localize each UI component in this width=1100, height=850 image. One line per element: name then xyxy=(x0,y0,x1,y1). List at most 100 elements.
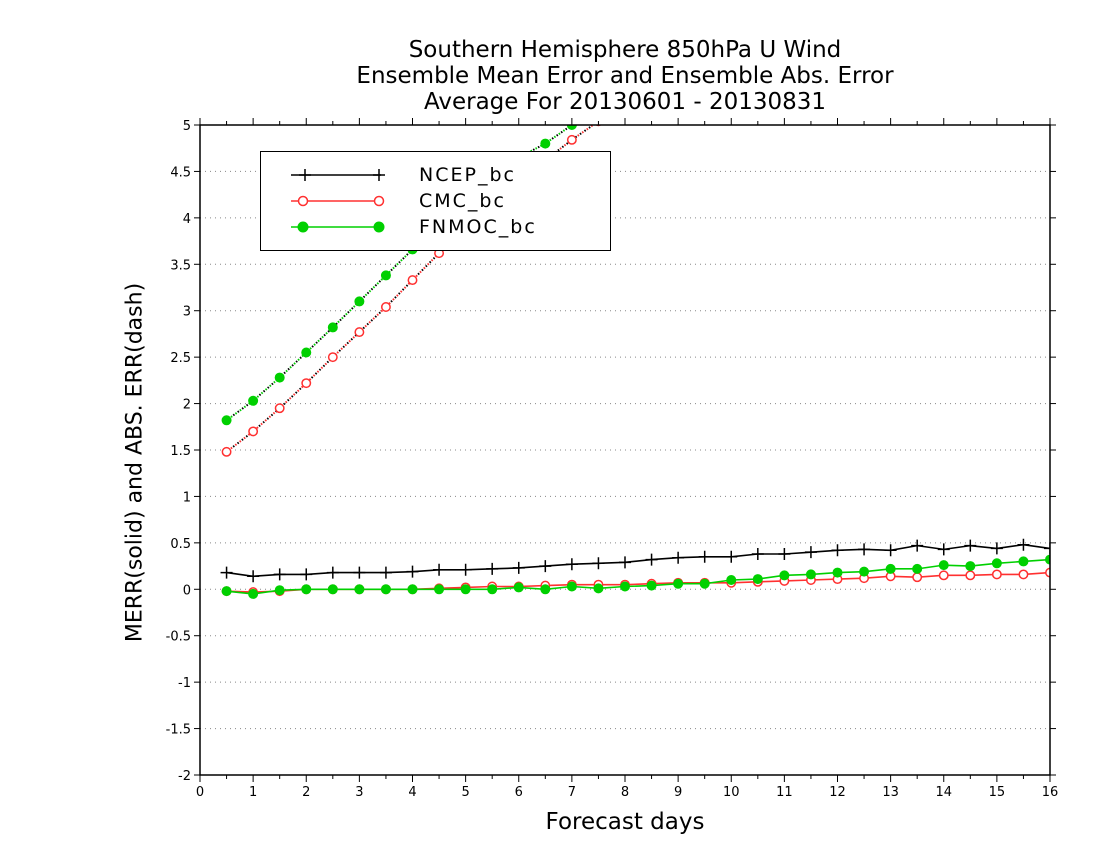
data-point-fnmoc-bc-mean-error xyxy=(380,584,391,595)
chart-title-line-1: Southern Hemisphere 850hPa U Wind xyxy=(408,37,842,63)
y-tick-label: 5 xyxy=(183,119,191,134)
data-point-ncep-bc-mean-error xyxy=(645,553,658,566)
data-point-cmc-bc-abs-error xyxy=(274,403,285,414)
chart-title-line-2: Ensemble Mean Error and Ensemble Abs. Er… xyxy=(356,63,894,89)
x-tick-label: 13 xyxy=(882,785,899,800)
series-fnmoc-bc-mean-error xyxy=(221,554,1050,599)
data-point-ncep-bc-mean-error xyxy=(247,570,260,583)
x-axis-ticks: 0 1 2 3 4 5 6 7 8 9 10 11 12 13 14 15 16 xyxy=(196,118,1058,800)
data-point-fnmoc-bc-mean-error xyxy=(938,560,949,571)
data-point-fnmoc-bc-mean-error xyxy=(593,583,604,594)
y-tick-label: 2 xyxy=(183,398,191,413)
y-tick-label: -0.5 xyxy=(166,630,191,645)
y-tick-label: 2.5 xyxy=(170,351,191,366)
data-point-ncep-bc-mean-error xyxy=(486,562,499,575)
data-point-ncep-bc-mean-error xyxy=(433,563,446,576)
legend: NCEP_bc CMC_bc FNMOC_bc xyxy=(260,151,611,251)
data-point-fnmoc-bc-mean-error xyxy=(274,585,285,596)
data-point-ncep-bc-mean-error xyxy=(884,544,897,557)
data-point-fnmoc-bc-mean-error xyxy=(540,584,551,595)
x-tick-label: 3 xyxy=(355,785,363,800)
data-point-ncep-bc-mean-error xyxy=(725,550,738,563)
legend-swatch-ncep xyxy=(291,169,385,181)
data-point-ncep-bc-mean-error xyxy=(220,566,233,579)
data-point-fnmoc-bc-mean-error xyxy=(248,588,259,599)
data-point-fnmoc-bc-mean-error xyxy=(434,584,445,595)
x-tick-label: 2 xyxy=(302,785,310,800)
x-tick-label: 1 xyxy=(249,785,257,800)
data-point-cmc-bc-abs-error xyxy=(380,302,391,312)
data-point-ncep-bc-mean-error xyxy=(353,566,366,579)
y-axis-ticks: -2 -1.5 -1 -0.5 0 0.5 1 1.5 2 2.5 3 3.5 4 4.5 5 xyxy=(166,119,1056,784)
data-point-ncep-bc-mean-error xyxy=(804,546,817,559)
data-point-fnmoc-bc-abs-error xyxy=(248,395,259,406)
data-point-fnmoc-bc-abs-error xyxy=(327,322,338,333)
data-point-fnmoc-bc-abs-error xyxy=(354,296,365,307)
legend-label-cmc: CMC_bc xyxy=(419,190,506,212)
data-point-fnmoc-bc-mean-error xyxy=(566,581,577,592)
x-tick-label: 11 xyxy=(776,785,793,800)
data-point-ncep-bc-mean-error xyxy=(1044,542,1050,555)
y-tick-label: 0.5 xyxy=(170,537,191,552)
data-point-ncep-bc-mean-error xyxy=(990,542,1003,555)
data-point-fnmoc-bc-mean-error xyxy=(487,584,498,595)
data-point-fnmoc-bc-mean-error xyxy=(752,574,763,585)
x-tick-label: 0 xyxy=(196,785,204,800)
y-tick-label: 3 xyxy=(183,305,191,320)
data-point-cmc-bc-mean-error xyxy=(991,569,1002,580)
data-point-fnmoc-bc-mean-error xyxy=(1018,556,1029,567)
data-point-fnmoc-bc-mean-error xyxy=(301,584,312,595)
data-point-ncep-bc-mean-error xyxy=(698,550,711,563)
y-axis-label: MERR(solid) and ABS. ERR(dash) xyxy=(122,282,148,643)
series-line-fnmoc-bc-abs-error xyxy=(225,125,574,422)
data-point-cmc-bc-mean-error xyxy=(1045,567,1050,578)
data-point-ncep-bc-mean-error xyxy=(672,551,685,564)
data-point-fnmoc-bc-abs-error xyxy=(540,138,551,149)
data-point-ncep-bc-mean-error xyxy=(858,543,871,556)
y-tick-label: 0 xyxy=(183,583,191,598)
y-tick-label: 4.5 xyxy=(170,165,191,180)
data-point-ncep-bc-mean-error xyxy=(592,557,605,570)
data-point-ncep-bc-mean-error xyxy=(619,556,631,569)
data-point-cmc-bc-mean-error xyxy=(1018,569,1029,580)
data-point-fnmoc-bc-mean-error xyxy=(859,566,870,577)
data-point-ncep-bc-mean-error xyxy=(778,548,791,560)
data-point-fnmoc-bc-mean-error xyxy=(221,586,232,597)
series-line-fnmoc-bc-abs-error-dots xyxy=(225,125,574,422)
data-point-fnmoc-bc-abs-error xyxy=(221,415,232,426)
data-point-fnmoc-bc-mean-error xyxy=(912,563,923,574)
data-point-cmc-bc-abs-error xyxy=(407,275,418,286)
data-point-fnmoc-bc-mean-error xyxy=(354,584,365,595)
data-point-fnmoc-bc-mean-error xyxy=(726,575,737,585)
data-point-cmc-bc-abs-error xyxy=(221,446,232,457)
y-tick-label: -1 xyxy=(178,676,191,691)
y-tick-label: 3.5 xyxy=(170,258,191,273)
data-point-cmc-bc-abs-error xyxy=(301,378,312,389)
grid-lines xyxy=(200,170,1050,730)
legend-label-ncep: NCEP_bc xyxy=(419,164,516,186)
data-point-fnmoc-bc-mean-error xyxy=(513,582,524,593)
data-point-cmc-bc-abs-error xyxy=(354,327,365,338)
data-point-cmc-bc-mean-error xyxy=(938,570,949,581)
x-tick-label: 6 xyxy=(515,785,523,800)
data-point-fnmoc-bc-abs-error xyxy=(301,347,312,358)
data-point-ncep-bc-mean-error xyxy=(911,539,924,552)
data-point-ncep-bc-mean-error xyxy=(1017,538,1030,551)
legend-swatch-cmc xyxy=(291,195,385,207)
data-point-ncep-bc-mean-error xyxy=(565,558,578,571)
legend-entry-cmc: CMC_bc xyxy=(261,188,610,214)
data-point-fnmoc-bc-mean-error xyxy=(991,558,1002,569)
data-point-fnmoc-bc-mean-error xyxy=(805,569,816,580)
x-tick-label: 5 xyxy=(461,785,469,800)
legend-entry-fnmoc: FNMOC_bc xyxy=(261,214,610,240)
data-point-fnmoc-bc-mean-error xyxy=(620,581,630,592)
x-axis-label: Forecast days xyxy=(545,809,705,835)
y-tick-label: 4 xyxy=(183,212,191,227)
chart-title-line-3: Average For 20130601 - 20130831 xyxy=(423,89,827,115)
x-tick-label: 9 xyxy=(674,785,682,800)
data-point-cmc-bc-mean-error xyxy=(912,572,923,583)
series-layer xyxy=(220,125,1050,599)
data-point-ncep-bc-mean-error xyxy=(831,544,844,557)
y-tick-label: 1 xyxy=(183,490,191,505)
